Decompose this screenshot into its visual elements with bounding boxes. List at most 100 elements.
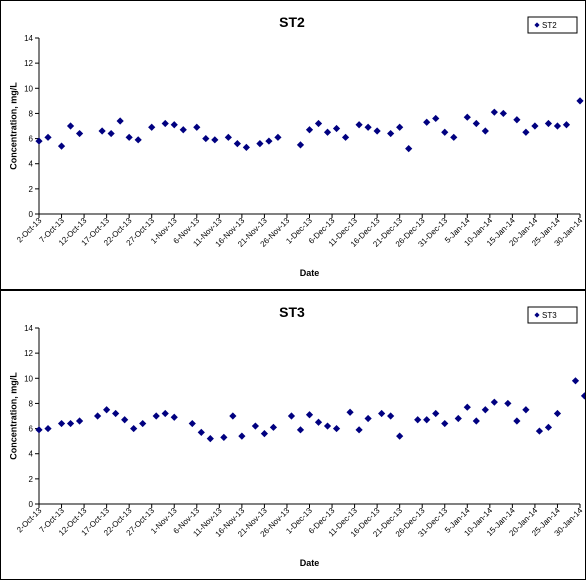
data-point-st2 (35, 137, 43, 145)
data-point-st2 (531, 122, 539, 130)
data-point-st3 (504, 399, 512, 408)
data-point-st3 (332, 424, 341, 433)
y-tick-label: 14 (24, 324, 33, 333)
data-point-st2 (450, 133, 458, 141)
data-point-st3 (571, 377, 580, 385)
data-point-st2 (341, 133, 350, 141)
data-point-st2 (332, 124, 341, 133)
data-point-st3 (206, 435, 214, 443)
data-point-st2 (499, 109, 507, 118)
data-point-st3 (44, 424, 52, 433)
data-point-st3 (103, 406, 111, 414)
data-point-st2 (148, 123, 156, 131)
y-axis-label: Concentration, mg/L (8, 82, 18, 170)
y-tick-label: 8 (29, 109, 34, 118)
y-tick-label: 0 (29, 210, 34, 219)
data-point-st2 (44, 133, 52, 141)
data-point-st3 (35, 426, 43, 434)
data-point-st2 (211, 136, 219, 144)
data-point-st2 (179, 126, 187, 134)
y-tick-label: 12 (24, 59, 33, 68)
chart-title: ST3 (279, 304, 305, 320)
data-point-st2 (323, 128, 332, 136)
data-point-st3 (130, 424, 138, 433)
data-point-st2 (233, 140, 241, 148)
data-point-st3 (441, 419, 449, 428)
data-point-st3 (269, 423, 278, 431)
data-point-st3 (305, 411, 314, 419)
data-point-st3 (75, 417, 84, 425)
chart-panel-st2: ST2 Concentration, mg/L Date 0 2 4 6 8 10 12 14 2-O… (0, 0, 586, 290)
y-tick-label: 10 (24, 84, 33, 93)
data-point-st2 (66, 122, 75, 130)
data-point-st3 (513, 417, 521, 425)
data-point-st2 (373, 127, 381, 135)
data-point-st2 (387, 129, 395, 138)
data-point-st2 (125, 133, 133, 141)
data-point-st3 (544, 423, 553, 431)
y-tick-label: 6 (29, 135, 34, 144)
data-point-st3 (432, 409, 440, 418)
y-tick-label: 8 (29, 399, 34, 408)
y-tick-label: 2 (29, 185, 34, 194)
data-point-st3 (238, 432, 246, 440)
data-point-st3 (535, 427, 544, 435)
data-point-st2 (441, 128, 449, 136)
y-tick-label: 0 (29, 500, 34, 509)
data-point-st3 (378, 409, 386, 418)
data-point-st2 (576, 97, 584, 105)
data-point-st3 (463, 403, 471, 411)
data-point-st2 (296, 141, 305, 149)
data-point-st3 (161, 409, 169, 418)
data-point-st2 (553, 122, 562, 130)
data-point-st3 (57, 419, 66, 428)
data-point-st3 (423, 416, 431, 424)
legend-marker-st3 (534, 312, 540, 318)
data-point-st2 (396, 123, 404, 131)
data-point-st3 (197, 428, 205, 436)
data-point-st2 (170, 121, 178, 129)
data-point-st2 (134, 136, 142, 144)
data-point-st3 (387, 412, 395, 420)
y-tick-label: 2 (29, 475, 34, 484)
data-point-st2 (522, 128, 530, 136)
y-tick-label: 12 (24, 349, 33, 358)
data-point-st3 (188, 419, 196, 428)
data-point-st3 (346, 408, 354, 416)
legend-marker-st2 (534, 22, 540, 28)
data-point-st3 (296, 426, 305, 434)
data-point-st2 (224, 133, 232, 141)
data-point-st2 (242, 143, 250, 151)
data-point-st2 (314, 119, 323, 128)
data-point-st2 (481, 127, 489, 135)
data-point-st3 (251, 422, 259, 430)
data-point-st2 (98, 127, 106, 135)
chart-panel-st3: ST3 Concentration, mg/L Date 0 2 4 6 8 10 12 14 2-O… (0, 290, 586, 580)
data-point-st3 (355, 426, 363, 434)
data-point-st2 (544, 119, 553, 128)
data-point-st3 (396, 432, 404, 440)
data-point-st3 (170, 413, 178, 421)
data-point-st3 (364, 414, 372, 423)
legend-box (527, 306, 578, 324)
data-point-st2 (423, 118, 431, 126)
data-point-st3 (287, 412, 296, 420)
legend-label-st2: ST2 (542, 21, 557, 30)
data-point-st3 (121, 416, 129, 424)
legend-label-st3: ST3 (542, 311, 557, 320)
data-point-st3 (220, 433, 228, 441)
data-point-st3 (139, 419, 147, 428)
data-point-st2 (274, 133, 282, 141)
data-point-st2 (116, 117, 124, 125)
data-point-st3 (414, 416, 422, 424)
data-point-st2 (364, 123, 372, 131)
data-point-st3 (490, 398, 498, 406)
y-tick-label: 6 (29, 425, 34, 434)
x-axis-label: Date (300, 558, 320, 568)
data-point-st2 (265, 137, 273, 145)
data-point-st3 (522, 406, 530, 414)
y-tick-label: 14 (24, 34, 33, 43)
y-axis-label: Concentration, mg/L (8, 372, 18, 460)
data-point-st2 (193, 123, 201, 131)
